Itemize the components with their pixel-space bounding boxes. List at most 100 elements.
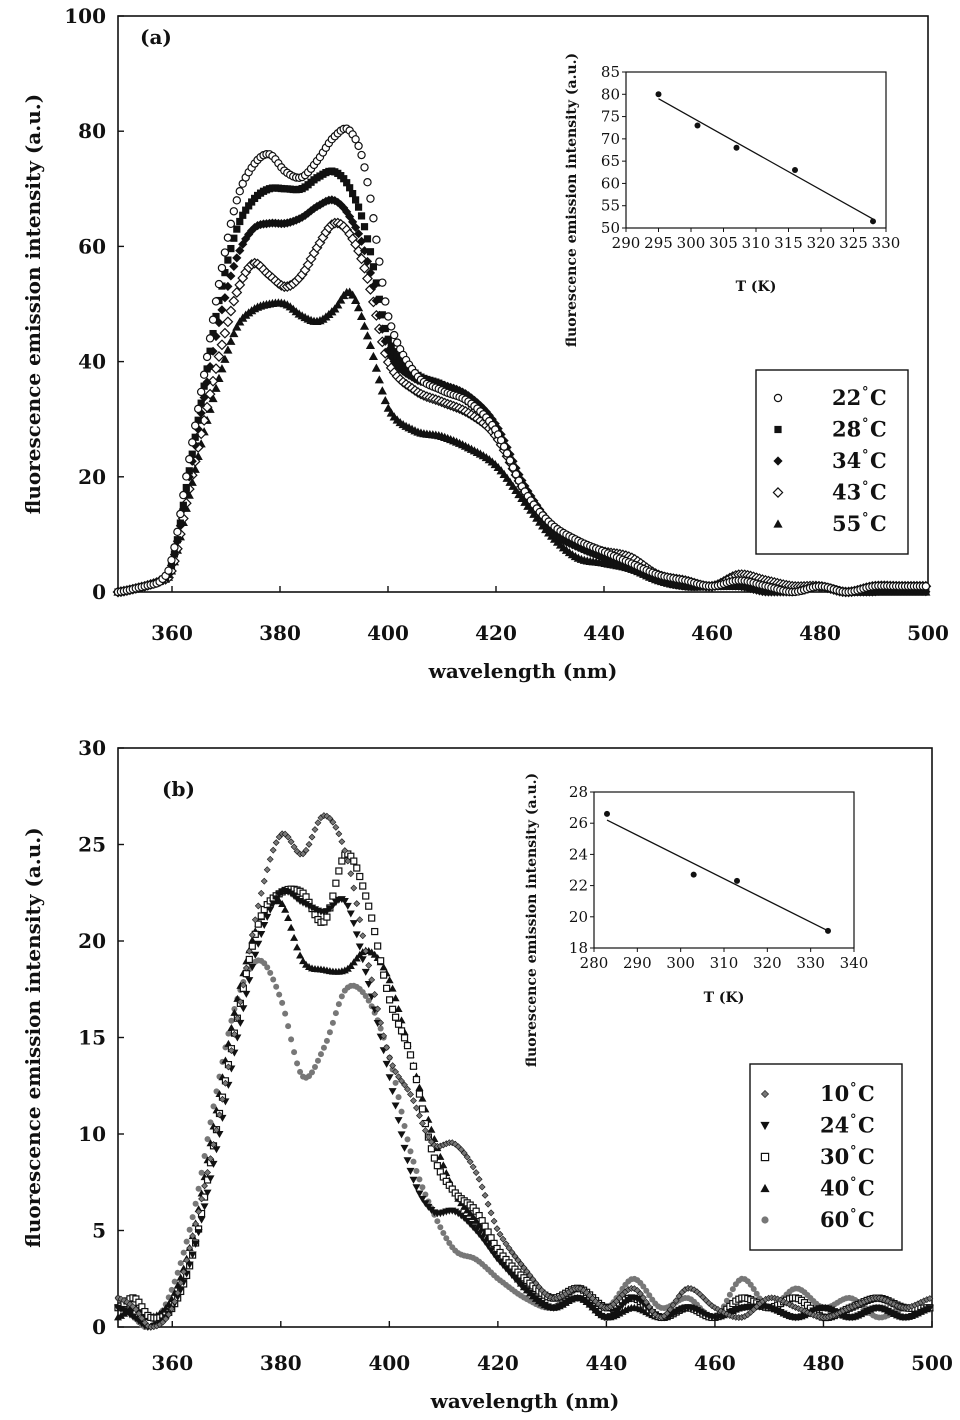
panel-b-legend-marker [761,1216,769,1224]
panel-b-series-3-point [230,1008,239,1016]
panel-b-series-4-point [750,1286,757,1293]
panel-a-series-0-point [223,233,233,242]
panel-a-inset-xtick-label: 325 [839,234,868,252]
panel-a-series-0-point [211,297,221,306]
panel-b-series-4-point [443,1235,450,1242]
panel-a-series-1-point [236,217,244,226]
panel-b-series-3-point [290,933,299,941]
panel-b-series-1-point [385,1074,394,1082]
panel-a-series-2-point [333,197,343,207]
panel-b-series-2-point [332,879,340,887]
panel-a-inset-point [694,122,701,129]
panel-b-series-3-point [293,943,302,951]
panel-a-legend-value: 28 [832,417,861,442]
panel-b-series-2-point [427,1145,435,1153]
panel-b-series-4-point [729,1286,736,1293]
panel-a-series-4-point [351,295,361,304]
panel-b-inset-ytick-label: 28 [569,783,588,801]
panel-b-xtick-label: 480 [803,1351,845,1375]
panel-b-series-0-point [424,1133,432,1141]
panel-b-series-1-point [176,1286,185,1294]
panel-a-series-3-point [231,287,243,298]
panel-b-series-0-point [353,900,361,908]
panel-a-series-1-point [176,519,184,527]
panel-b-series-4-point [273,983,280,990]
panel-b-series-0-point [371,991,379,998]
panel-a-series-2-point [250,222,260,233]
panel-b-series-0-point [245,947,253,955]
panel-b-series-0-point [421,1127,429,1134]
panel-a-x-axis-label: wavelength (nm) [428,659,618,683]
panel-b-series-1-point [487,1247,496,1255]
panel-b-series-2-point [353,864,361,872]
panel-b-series-2-point [362,892,370,900]
panel-b-series-4-point [168,1286,175,1293]
panel-a-series-4-point [353,303,364,312]
panel-b-series-3-point [179,1264,188,1272]
panel-b-series-0-point [460,1149,468,1157]
panel-a-series-0-point [214,279,224,289]
panel-b-series-2-point [406,1051,415,1059]
panel-a-series-4-point [371,363,381,372]
panel-b-legend-marker [760,1089,770,1099]
panel-a-series-0-point [176,509,185,519]
panel-a-series-2-point [232,253,242,263]
panel-b-series-3-point [281,905,290,913]
panel-b-inset-point [825,927,831,934]
panel-b-series-4-point [195,1185,202,1192]
panel-a-series-2-point [300,210,310,220]
panel-b-ytick-label: 10 [78,1122,106,1146]
panel-b-xtick-label: 500 [911,1351,953,1375]
panel-b-series-0-point [496,1230,504,1238]
panel-a-xtick-label: 440 [583,621,625,645]
panel-a-series-2-point [226,271,236,281]
panel-b-series-2-point [418,1105,427,1113]
panel-b-series-0-point [162,1315,170,1323]
panel-b-series-2-point [329,892,337,900]
panel-b-series-1-point [394,1117,403,1125]
panel-b-series-0-point [526,1271,534,1279]
panel-b-series-4-point [329,1019,336,1026]
panel-b-series-0-point [413,1104,420,1112]
panel-a-inset-point [733,144,740,151]
panel-b-series-0-point [374,1005,382,1013]
panel-b-series-3-point [346,961,355,969]
panel-a-series-1-point [209,329,217,338]
panel-a-series-3-point [225,305,237,317]
panel-a-series-0-point [378,278,387,287]
panel-b-series-4-point [192,1200,199,1207]
panel-b-series-0-point [407,1090,414,1098]
panel-a-series-4-point [356,311,367,320]
panel-a-series-2-point [365,268,376,278]
panel-a-series-4-point [229,328,239,338]
panel-b-legend-marker [760,1152,770,1162]
panel-b-series-0-point [368,976,376,984]
panel-b-series-1-point [391,1102,400,1110]
panel-b-series-4-point [171,1278,178,1285]
panel-a-series-0-point [363,178,372,187]
panel-b-inset-xtick-label: 310 [710,954,739,972]
panel-b-series-0-point [359,932,367,940]
panel-b-series-2-point [254,920,262,928]
panel-b-series-0-point [508,1248,516,1256]
panel-b-series-4-point [309,1069,316,1076]
panel-a-legend-value: 43 [832,480,861,505]
panel-b-series-2-point [481,1222,489,1230]
panel-a-inset-x-label: T (K) [736,279,777,295]
panel-b-series-2-point [338,857,346,865]
panel-b-series-0-point [493,1225,501,1233]
panel-a-inset-ytick-label: 60 [601,174,620,192]
panel-a-series-0-point [167,555,176,565]
panel-a-series-2-point [303,208,313,218]
panel-a-xtick-label: 360 [151,621,193,645]
panel-a-ytick-label: 0 [92,580,106,604]
panel-b-series-0-point [230,1030,238,1038]
panel-b-inset-y-label: fluorescence emission intensity (a.u.) [524,773,540,1067]
panel-b-series-1-point [346,910,355,918]
panel-a-series-1-point [369,263,378,271]
panel-b-series-0-point [227,1047,235,1054]
panel-b-series-1-point [263,913,272,921]
panel-a-legend-marker [773,393,783,403]
panel-a-series-2-point [351,222,361,233]
panel-a-series-3-point [204,388,216,400]
